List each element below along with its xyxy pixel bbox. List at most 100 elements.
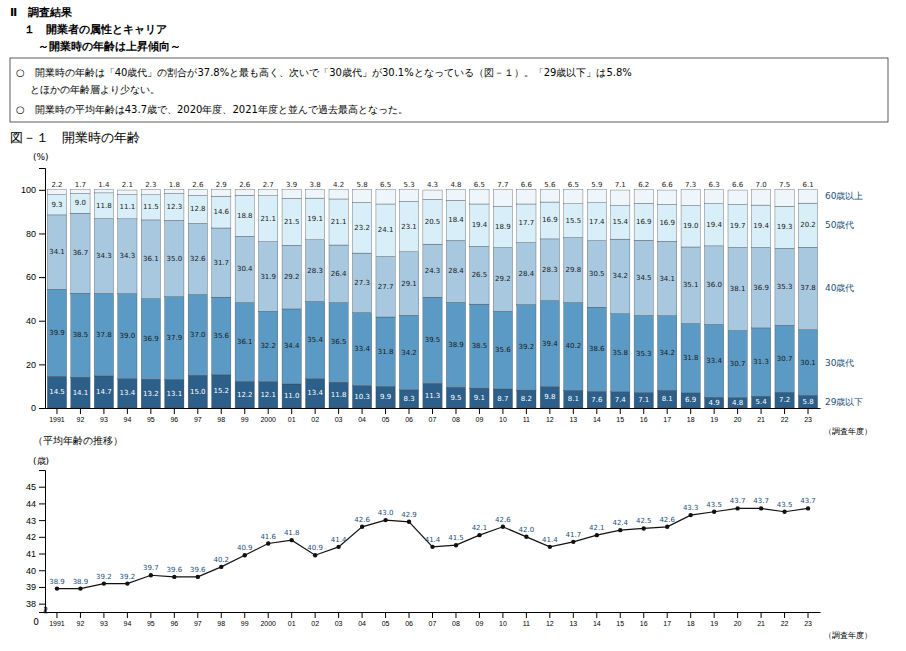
data-label: 6.5 — [380, 181, 391, 189]
bar-segment — [705, 397, 724, 408]
tick-label: 21 — [757, 416, 765, 423]
bar-segment — [728, 204, 747, 247]
y-tick: 41 — [26, 549, 45, 559]
tick-label: 99 — [241, 416, 249, 423]
point — [477, 533, 481, 537]
tick-label: 44 — [26, 499, 36, 509]
data-label: 9.1 — [474, 394, 485, 402]
tick-mark — [737, 612, 738, 618]
bar-segment — [564, 303, 583, 391]
bar-segment — [775, 206, 794, 248]
tick-mark — [362, 612, 363, 618]
data-label: 3.9 — [286, 181, 297, 189]
bar-segment — [493, 190, 512, 207]
tick-label: 13 — [569, 620, 577, 627]
tick-mark — [526, 612, 527, 618]
data-label: 32.6 — [190, 255, 206, 263]
data-label: 40.2 — [213, 556, 229, 564]
tick-mark — [784, 612, 785, 618]
data-label: 42.0 — [519, 526, 535, 534]
bar-segment — [235, 381, 254, 408]
bar-segment — [446, 387, 465, 408]
data-label: 34.2 — [612, 272, 628, 280]
data-label: 15.4 — [612, 218, 628, 226]
bar-segment — [705, 324, 724, 397]
bar-segment — [212, 375, 231, 408]
data-label: 2.3 — [145, 181, 156, 189]
header-text: １ 開業者の属性とキャリア — [24, 23, 167, 36]
tick-mark — [127, 408, 128, 414]
tick-label: 97 — [194, 416, 202, 423]
data-labels: 14.514.114.713.413.213.115.015.212.212.1… — [49, 181, 816, 407]
tick-label: 06 — [405, 620, 413, 627]
tick-mark — [479, 612, 480, 618]
y-tick: 45 — [26, 482, 45, 492]
data-label: 7.0 — [756, 181, 767, 189]
x-tick: 20 — [734, 612, 742, 627]
x-tick: 98 — [217, 408, 225, 423]
legend-entry: 50歳代 — [825, 220, 854, 230]
x-axis-label: （調査年度） — [824, 631, 872, 640]
bar-segment — [705, 190, 724, 204]
x-tick: 99 — [241, 612, 249, 627]
tick-mark — [620, 612, 621, 618]
point — [548, 545, 552, 549]
bar-segment — [517, 190, 536, 204]
tick-label: 96 — [170, 620, 178, 627]
data-label: 8.2 — [521, 395, 532, 403]
point — [407, 520, 411, 524]
bar-segment — [423, 190, 442, 199]
bar-segment — [259, 311, 278, 381]
point — [524, 535, 528, 539]
data-label: 5.8 — [802, 398, 813, 406]
legend-entry: 40歳代 — [825, 283, 854, 293]
bar-segment — [493, 311, 512, 389]
point — [78, 586, 82, 590]
bars — [47, 190, 817, 408]
tick-label: 09 — [476, 620, 484, 627]
point — [712, 510, 716, 514]
y-tick: 40 — [26, 316, 45, 326]
tick-label: 09 — [476, 416, 484, 423]
bar-segment — [564, 190, 583, 204]
legend-entry: 30歳代 — [825, 358, 854, 368]
data-label: 12.8 — [190, 205, 206, 213]
bar-segment — [493, 248, 512, 312]
axis-line — [39, 471, 46, 613]
data-label: 5.6 — [544, 181, 556, 189]
bar-segment — [71, 190, 90, 194]
bar-segment — [634, 393, 653, 408]
bar-segment — [728, 331, 747, 398]
chart-title: 図－１ 開業時の年齢 — [10, 130, 140, 145]
point — [55, 586, 59, 590]
tick-mark — [643, 408, 644, 414]
bar-segment — [775, 325, 794, 392]
axis-zero: 0 — [33, 617, 39, 627]
bar-segment — [329, 303, 348, 383]
data-label: 6.6 — [732, 181, 744, 189]
tick-mark — [80, 612, 81, 618]
tick-label: 100 — [21, 185, 36, 195]
tick-label: 39 — [26, 582, 36, 592]
tick-label: 17 — [663, 620, 671, 627]
bar-segment — [399, 190, 418, 202]
data-label: 13.4 — [307, 389, 323, 397]
data-label: 42.9 — [401, 511, 417, 519]
x-axis-label: （調査年度） — [824, 427, 872, 436]
bar-segment — [94, 190, 113, 193]
x-tick: 97 — [194, 408, 202, 423]
bar-segment — [775, 190, 794, 206]
bar-segment — [470, 304, 489, 388]
point — [665, 525, 669, 529]
y-tick: 44 — [26, 499, 45, 509]
tick-mark — [573, 408, 574, 414]
bar-segment — [165, 379, 184, 408]
x-tick: 11 — [523, 612, 530, 627]
x-tick: 03 — [335, 612, 343, 627]
tick-mark — [714, 408, 715, 414]
bar-segment — [681, 247, 700, 324]
tick-mark — [596, 408, 597, 414]
bar-segment — [329, 190, 348, 199]
data-label: 35.0 — [167, 255, 183, 263]
data-label: 29.8 — [566, 266, 582, 274]
